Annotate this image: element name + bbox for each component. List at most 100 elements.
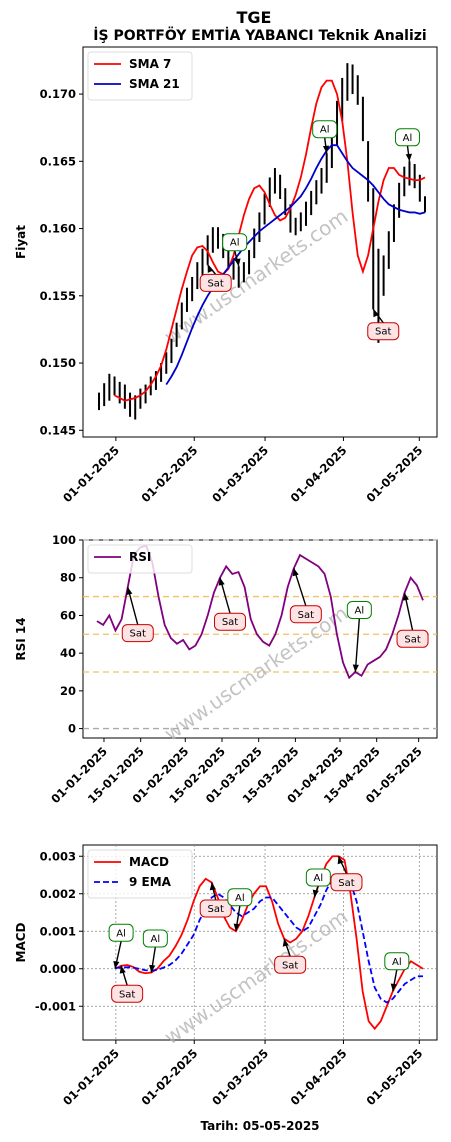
macd-signal-box	[199, 899, 232, 918]
macd-signal-label: Sat	[282, 960, 298, 971]
price-xtick-label: 01-03-2025	[209, 443, 271, 505]
rsi-frame	[82, 539, 438, 739]
price-signal-arrowhead	[405, 153, 412, 162]
price-legend: SMA 7 SMA 21	[87, 51, 193, 101]
price-signal-box	[222, 233, 248, 252]
macd-signal-label: Al	[151, 934, 161, 945]
macd-signal-label: Al	[314, 873, 324, 884]
macd-signal-buy: Al	[384, 952, 410, 992]
price-ytick-label: 0.160	[40, 222, 76, 236]
price-signal-buy: Al	[222, 233, 248, 267]
macd-xtick-label: 01-04-2025	[288, 1046, 350, 1108]
macd-ylabel: MACD	[14, 922, 28, 962]
macd-signal-arrowhead	[282, 938, 289, 947]
macd-ytick-label: 0.000	[40, 962, 76, 976]
rsi-ytick-label: 60	[60, 608, 76, 622]
price-signal-box	[367, 322, 400, 341]
rsi-ytick-label: 80	[60, 571, 76, 585]
macd-signal-box	[227, 888, 253, 907]
rsi-ytick-label: 0	[68, 722, 76, 736]
rsi-ytick-label: 100	[52, 533, 76, 547]
macd-xtick-label: 01-02-2025	[138, 1046, 200, 1108]
macd-signal-arrowhead	[390, 983, 397, 992]
macd-signal-arrowhead	[119, 965, 126, 974]
macd-signal-buy: Al	[142, 929, 168, 973]
price-signal-label: Al	[230, 238, 240, 249]
rsi-signal-arrowhead	[126, 587, 133, 596]
macd-ytick-label: -0.001	[35, 999, 76, 1013]
rsi-signal-label: Al	[355, 606, 365, 617]
macd-legend: MACD 9 EMA	[87, 849, 193, 899]
rsi-signal-label: Sat	[130, 629, 146, 640]
rsi-signal-sell: Sat	[214, 577, 247, 631]
macd-signal-box	[108, 923, 134, 942]
rsi-signal-label: Sat	[222, 617, 238, 628]
price-signal-arrowhead	[322, 145, 330, 154]
price-frame	[82, 46, 438, 438]
rsi-signal-arrow	[354, 618, 361, 673]
price-signal-box	[312, 120, 338, 139]
rsi-signal-box	[346, 601, 372, 619]
rsi-signal-arrowhead	[402, 592, 409, 601]
date-footer: Tarih: 05-05-2025	[200, 1119, 319, 1133]
price-series-sma7	[114, 79, 426, 402]
macd-signal-sell: Sat	[199, 882, 232, 918]
macd-signal-box	[274, 955, 307, 974]
macd-frame	[82, 844, 438, 1041]
price-signal-arrowhead	[373, 309, 380, 318]
macd-signal-buy: Al	[108, 923, 134, 969]
price-ylabel: Fiyat	[14, 225, 28, 259]
rsi-signal-buy: Al	[346, 601, 372, 673]
rsi-legend: RSI	[87, 544, 193, 574]
price-ytick-label: 0.155	[40, 289, 76, 303]
rsi-ytick-label: 20	[60, 684, 76, 698]
macd-signal-buy: Al	[227, 888, 253, 932]
price-signal-label: Sat	[207, 278, 223, 289]
rsi-legend-label: RSI	[129, 550, 151, 564]
price-legend-label: SMA 21	[129, 77, 180, 91]
macd-legend-label: MACD	[129, 855, 169, 869]
price-signal-sell: Sat	[367, 308, 400, 341]
price-signal-sell: Sat	[199, 264, 232, 292]
rsi-legend-box	[87, 544, 193, 574]
price-watermark: www.uscmarkets.com	[160, 204, 352, 349]
price-series-sma21	[165, 144, 426, 386]
price-signal-box	[199, 273, 232, 292]
macd-signal-label: Al	[235, 893, 245, 904]
price-signal-box	[394, 128, 420, 147]
chart-title: TGE	[237, 8, 272, 27]
price-signal-label: Al	[320, 125, 330, 136]
rsi-signal-arrowhead	[352, 664, 359, 672]
rsi-signal-label: Sat	[298, 610, 314, 621]
price-ytick-label: 0.145	[40, 423, 76, 437]
macd-signal-sell: Sat	[111, 965, 144, 1003]
rsi-signal-arrowhead	[218, 577, 225, 586]
macd-signal-arrowhead	[149, 964, 156, 973]
macd-series-ema	[115, 874, 423, 1004]
price-ytick-label: 0.150	[40, 356, 76, 370]
macd-signal-label: Al	[392, 957, 402, 968]
price-xtick-label: 01-01-2025	[60, 443, 122, 505]
macd-signal-buy: Al	[305, 868, 331, 898]
macd-signal-arrowhead	[113, 960, 120, 969]
macd-signal-box	[111, 984, 144, 1003]
macd-xtick-label: 01-01-2025	[60, 1046, 122, 1108]
rsi-signal-arrowhead	[292, 568, 299, 577]
macd-signal-arrowhead	[337, 856, 344, 865]
macd-legend-label: 9 EMA	[129, 875, 172, 889]
macd-signal-label: Sat	[119, 989, 135, 1000]
chart-subtitle: İŞ PORTFÖY EMTİA YABANCI Teknik Analizi	[93, 26, 426, 44]
macd-ytick-label: 0.003	[40, 849, 76, 863]
rsi-signal-box	[396, 629, 429, 648]
macd-signal-label: Sat	[208, 904, 224, 915]
macd-signal-label: Sat	[338, 878, 354, 889]
price-signal-arrowhead	[234, 258, 241, 267]
price-xtick-label: 01-04-2025	[288, 443, 350, 505]
macd-signal-arrowhead	[233, 923, 240, 932]
macd-signal-box	[330, 873, 363, 892]
price-signal-label: Sat	[375, 327, 391, 338]
rsi-signal-sell: Sat	[121, 586, 154, 643]
rsi-signal-sell: Sat	[396, 592, 429, 648]
